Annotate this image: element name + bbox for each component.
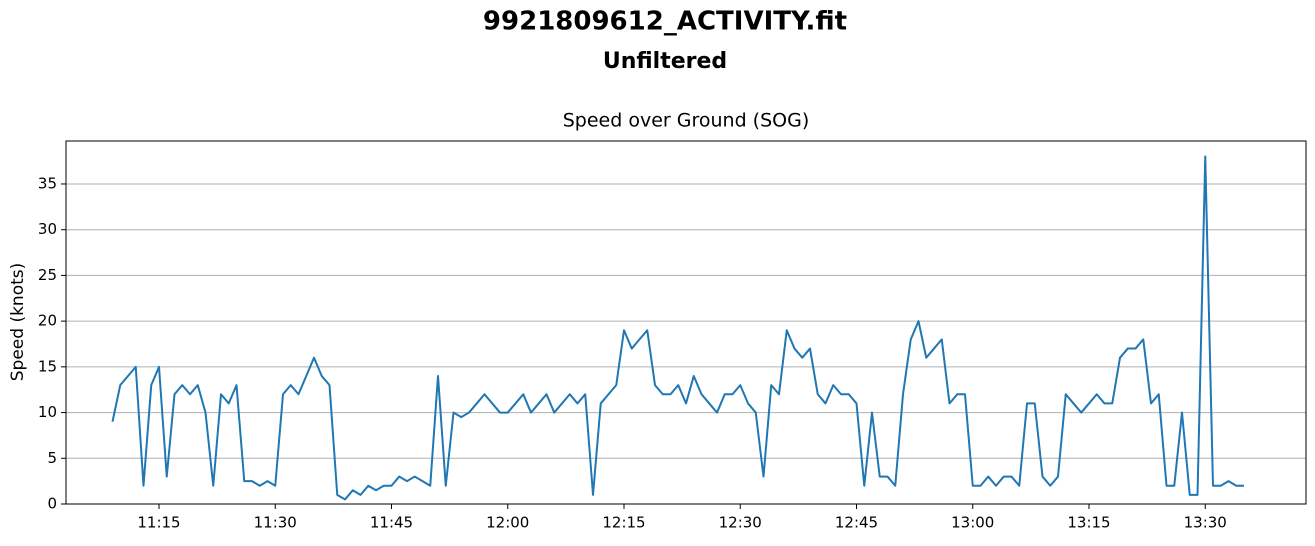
y-tick-label: 35 (38, 174, 57, 192)
chart-title: 9921809612_ACTIVITY.fit (483, 7, 847, 37)
x-tick-label: 12:15 (602, 514, 645, 532)
x-tick-label: 11:15 (137, 514, 180, 532)
y-tick-label: 30 (38, 220, 57, 238)
y-tick-label: 20 (38, 312, 57, 330)
plot-title: Speed over Ground (SOG) (563, 110, 810, 132)
x-tick-label: 13:15 (1067, 514, 1110, 532)
y-tick-label: 0 (47, 495, 57, 513)
x-tick-label: 12:45 (835, 514, 878, 532)
line (111, 155, 1244, 501)
x-tick-label: 13:00 (951, 514, 994, 532)
y-tick-label: 25 (38, 266, 57, 284)
x-tick-label: 11:30 (254, 514, 297, 532)
y-axis-label: Speed (knots) (8, 263, 28, 382)
x-tick-label: 11:45 (370, 514, 413, 532)
plot (111, 155, 1244, 501)
x-tick-label: 12:00 (486, 514, 529, 532)
y-tick-label: 5 (47, 449, 57, 467)
grid (66, 183, 1306, 505)
y-tick-label: 10 (38, 403, 57, 421)
chart-subtitle: Unfiltered (603, 49, 727, 74)
plot-frame (65, 140, 1307, 505)
y-tick-label: 15 (38, 357, 57, 375)
x-tick-label: 13:30 (1184, 514, 1227, 532)
x-tick-label: 12:30 (719, 514, 762, 532)
